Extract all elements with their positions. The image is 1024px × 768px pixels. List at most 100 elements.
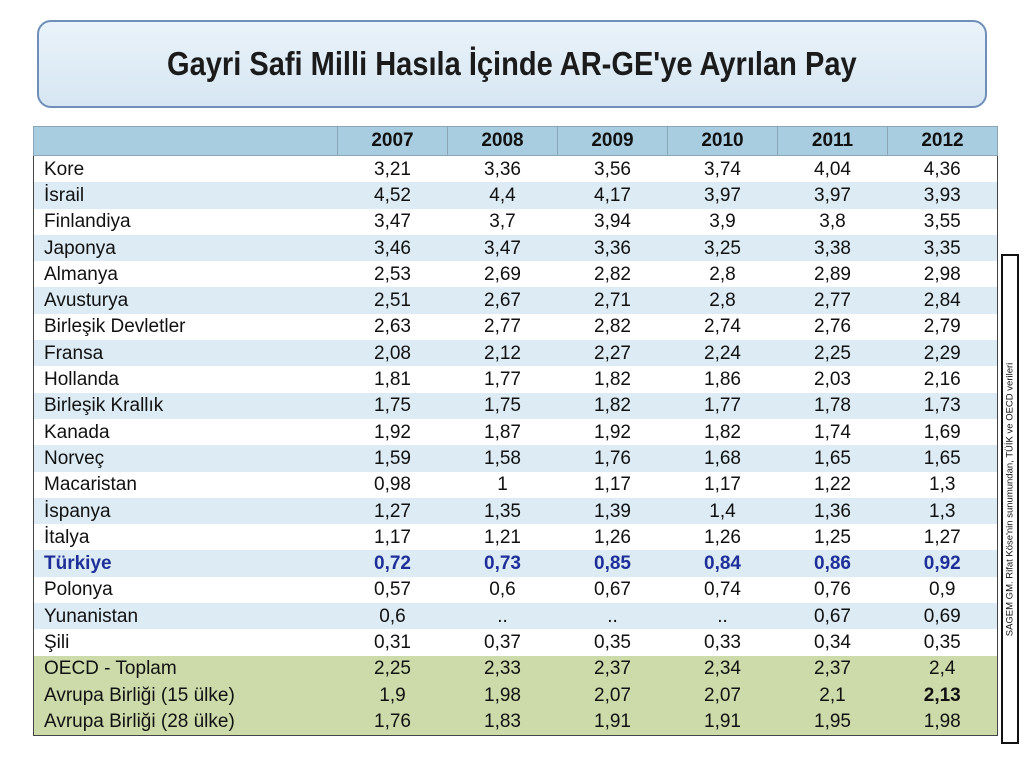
value-cell: 1,75 [337,392,448,419]
year-header: 2007 [337,126,448,156]
value-cell: 2,07 [557,681,668,709]
value-cell: 1,98 [887,708,998,736]
value-cell: 1,83 [447,708,558,736]
value-cell: 1,26 [667,524,778,551]
value-cell: 1,92 [337,418,448,446]
table-row: Finlandiya 3,47 3,7 3,94 3,9 3,8 3,55 [33,208,998,235]
country-name: Japonya [33,234,338,262]
value-cell: 2,71 [557,287,668,314]
value-cell: 3,21 [337,155,448,183]
summary-row: OECD - Toplam 2,25 2,33 2,37 2,34 2,37 2,4 [33,655,998,682]
value-cell: 1 [447,471,558,498]
value-cell: 4,17 [557,182,668,209]
value-cell: 3,46 [337,234,448,262]
value-cell: 1,74 [777,418,888,446]
value-cell: 0,57 [337,576,448,604]
value-cell: 2,25 [337,655,448,682]
country-name: Macaristan [33,471,338,498]
table-row: Şili 0,31 0,37 0,35 0,33 0,34 0,35 [33,629,998,656]
value-cell: 2,84 [887,287,998,314]
value-cell: 1,26 [557,524,668,551]
year-header: 2011 [777,126,888,156]
value-cell: 1,73 [887,392,998,419]
value-cell: 1,68 [667,445,778,472]
value-cell: 1,76 [337,708,448,736]
value-cell: 1,91 [667,708,778,736]
value-cell: 0,84 [667,550,778,577]
value-cell: 3,36 [447,155,558,183]
value-cell: .. [447,603,558,630]
value-cell: 2,37 [777,655,888,682]
value-cell: 0,6 [447,576,558,604]
value-cell: 2,03 [777,366,888,393]
value-cell: 0,6 [337,603,448,630]
summary-row: Avrupa Birliği (15 ülke) 1,9 1,98 2,07 2,07 2… [33,681,998,709]
table-row: Birleşik Devletler 2,63 2,77 2,82 2,74 2,76 2,… [33,313,998,341]
value-cell: 0,72 [337,550,448,577]
value-cell: 0,34 [777,629,888,656]
value-cell: 2,63 [337,313,448,341]
value-cell: 1,65 [777,445,888,472]
value-cell: 4,04 [777,155,888,183]
value-cell: 2,24 [667,340,778,367]
table-row: Japonya 3,46 3,47 3,36 3,25 3,38 3,35 [33,234,998,262]
value-cell: 2,27 [557,340,668,367]
country-name: Yunanistan [33,603,338,630]
value-cell: 1,75 [447,392,558,419]
table-row: Norveç 1,59 1,58 1,76 1,68 1,65 1,65 [33,445,998,472]
value-cell: 1,87 [447,418,558,446]
value-cell: 1,36 [777,497,888,525]
country-name: Fransa [33,340,338,367]
value-cell: 2,74 [667,313,778,341]
value-cell: 2,69 [447,261,558,288]
value-cell: 1,17 [337,524,448,551]
table-row: İspanya 1,27 1,35 1,39 1,4 1,36 1,3 [33,497,998,525]
value-cell: 0,31 [337,629,448,656]
summary-label: OECD - Toplam [33,655,338,682]
value-cell: 2,34 [667,655,778,682]
country-name: Norveç [33,445,338,472]
country-name: Avusturya [33,287,338,314]
value-cell: 3,97 [777,182,888,209]
year-header: 2009 [557,126,668,156]
value-cell: 2,77 [777,287,888,314]
table-header-row: 2007 2008 2009 2010 2011 2012 [33,126,998,156]
country-name: İsrail [33,182,338,209]
summary-label: Avrupa Birliği (15 ülke) [33,681,338,709]
country-name: İspanya [33,497,338,525]
value-cell: 1,69 [887,418,998,446]
value-cell: 3,35 [887,234,998,262]
value-cell: 1,4 [667,497,778,525]
value-cell: 4,4 [447,182,558,209]
value-cell: 1,82 [557,392,668,419]
country-name: Birleşik Devletler [33,313,338,341]
table-row: Polonya 0,57 0,6 0,67 0,74 0,76 0,9 [33,576,998,604]
value-cell: 1,17 [557,471,668,498]
value-cell: 2,08 [337,340,448,367]
table-row: Avusturya 2,51 2,67 2,71 2,8 2,77 2,84 [33,287,998,314]
table-row: Yunanistan 0,6...... 0,67 0,69 [33,603,998,630]
value-cell: 0,67 [777,603,888,630]
source-note-box: SAGEM GM. Rifat Köse'nin sunumundan, TÜİ… [1001,254,1019,744]
value-cell: 0,67 [557,576,668,604]
value-cell: 2,77 [447,313,558,341]
value-cell: 3,36 [557,234,668,262]
value-cell: 0,35 [887,629,998,656]
value-cell: 1,3 [887,471,998,498]
value-cell: 2,37 [557,655,668,682]
value-cell: 0,69 [887,603,998,630]
value-cell: 1,77 [447,366,558,393]
year-header: 2012 [887,126,998,156]
value-cell: 0,35 [557,629,668,656]
summary-label: Avrupa Birliği (28 ülke) [33,708,338,736]
value-cell: 3,9 [667,208,778,235]
country-name: Kanada [33,418,338,446]
country-name: Birleşik Krallık [33,392,338,419]
country-name: Kore [33,155,338,183]
value-cell: 2,4 [887,655,998,682]
value-cell: 0,92 [887,550,998,577]
value-cell: .. [667,603,778,630]
value-cell: 3,97 [667,182,778,209]
country-name: Finlandiya [33,208,338,235]
value-cell: 2,82 [557,313,668,341]
